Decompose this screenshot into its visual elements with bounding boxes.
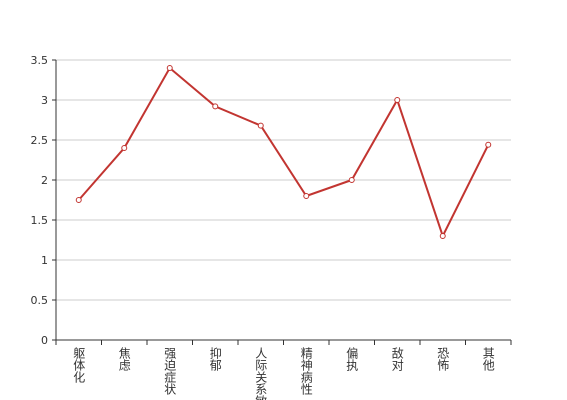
y-tick-label: 0 (41, 334, 48, 347)
data-point (485, 141, 492, 148)
data-point (166, 65, 173, 71)
y-tick-label: 0.5 (31, 294, 49, 307)
x-tick-label: 抑郁 (208, 346, 222, 372)
data-point (75, 197, 82, 203)
x-tick-label: 敌对 (390, 346, 404, 371)
data-point (121, 145, 128, 151)
x-tick-label: 人际关系敏感 (254, 347, 268, 400)
data-point (212, 103, 219, 110)
data-point (257, 122, 264, 129)
y-tick-label: 2 (41, 174, 48, 187)
y-tick-label: 1.5 (31, 214, 49, 227)
y-tick-label: 2.5 (31, 134, 49, 147)
x-tick-label: 焦虑 (117, 347, 131, 371)
data-point (439, 233, 446, 239)
y-tick-label: 1 (41, 254, 48, 267)
data-point (394, 97, 401, 103)
x-tick-label: 其他 (481, 347, 495, 371)
x-tick-label: 偏执 (345, 346, 359, 372)
y-tick-label: 3.5 (31, 54, 49, 67)
x-tick-label: 强迫症状 (163, 347, 177, 395)
x-tick-label: 躯体化 (72, 346, 86, 384)
y-tick-label: 3 (41, 94, 48, 107)
x-tick-label: 恐怖 (436, 347, 450, 371)
data-line (77, 66, 490, 239)
data-point (348, 177, 355, 183)
data-point (303, 193, 310, 199)
x-tick-label: 精神病性 (299, 347, 313, 396)
